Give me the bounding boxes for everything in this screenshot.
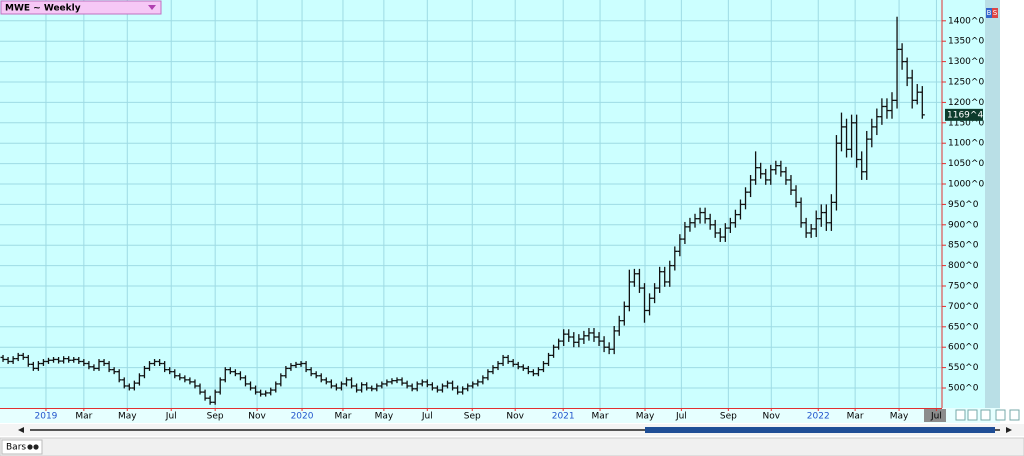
nav-button[interactable]: [980, 409, 991, 421]
x-tick-label: Jul: [421, 412, 433, 422]
status-bar: [0, 437, 1024, 456]
side-strip: [985, 0, 1000, 408]
y-tick-label: 1150^0: [948, 118, 984, 128]
y-tick-label: 750^0: [948, 282, 979, 292]
y-tick-label: 700^0: [948, 302, 979, 312]
y-tick-label: 1300^0: [948, 57, 984, 67]
x-tick-label: 2020: [291, 412, 314, 422]
buy-label[interactable]: B: [987, 9, 992, 17]
x-tick-label: Mar: [592, 412, 609, 422]
y-tick-label: 850^0: [948, 241, 979, 251]
x-tick-label: May: [118, 412, 137, 422]
y-tick-label: 1350^0: [948, 37, 984, 47]
x-tick-label: 2019: [35, 412, 58, 422]
mode-dot: [27, 444, 33, 450]
symbol-selector[interactable]: [0, 0, 162, 15]
mode-box[interactable]: [1, 439, 43, 455]
symbol-title[interactable]: MWE ~ Weekly: [5, 4, 81, 14]
y-tick-label: 1000^0: [948, 180, 984, 190]
nav-buttons: [955, 409, 1020, 421]
dropdown-arrow[interactable]: [148, 5, 156, 10]
x-tick-label: Jul: [930, 412, 942, 422]
x-tick-label: May: [890, 412, 909, 422]
nav-button[interactable]: [1009, 409, 1020, 421]
x-tick-label: Nov: [506, 412, 524, 422]
y-tick-label: 550^0: [948, 363, 979, 373]
x-tick-label: Jul: [675, 412, 687, 422]
y-tick-label: 500^0: [948, 384, 979, 394]
nav-button[interactable]: [967, 409, 978, 421]
x-tick-label: Sep: [720, 412, 737, 422]
current-period-box: [924, 409, 946, 422]
x-tick-label: Sep: [207, 412, 224, 422]
y-tick-label: 1250^0: [948, 78, 984, 88]
mode-label[interactable]: Bars: [6, 443, 26, 453]
x-tick-label: Nov: [762, 412, 780, 422]
scroll-right[interactable]: [1006, 427, 1012, 433]
nav-button[interactable]: [955, 409, 966, 421]
y-tick-label: 1050^0: [948, 159, 984, 169]
last-price-box: [945, 108, 983, 121]
y-tick-label: 1200^0: [948, 98, 984, 108]
nav-button[interactable]: [995, 409, 1006, 421]
sell-button[interactable]: [992, 8, 998, 18]
y-tick-label: 1400^0: [948, 16, 984, 26]
scroll-thumb[interactable]: [645, 427, 995, 433]
x-tick-label: Mar: [334, 412, 351, 422]
y-tick-label: 1100^0: [948, 139, 984, 149]
x-tick-label: Mar: [847, 412, 864, 422]
x-tick-label: Jul: [165, 412, 177, 422]
buy-button[interactable]: [986, 8, 992, 18]
mode-dot: [33, 444, 39, 450]
x-tick-label: May: [636, 412, 655, 422]
y-tick-label: 900^0: [948, 220, 979, 230]
y-tick-label: 800^0: [948, 261, 979, 271]
sell-label[interactable]: S: [993, 9, 998, 17]
y-tick-label: 600^0: [948, 343, 979, 353]
x-tick-label: 2022: [807, 412, 830, 422]
last-price-label: 1169^4: [947, 110, 983, 120]
y-tick-label: 950^0: [948, 200, 979, 210]
x-tick-label: Mar: [75, 412, 92, 422]
x-tick-label: Nov: [248, 412, 266, 422]
x-tick-label: May: [375, 412, 394, 422]
scroll-left[interactable]: [18, 427, 24, 433]
y-tick-label: 650^0: [948, 322, 979, 332]
x-axis-band: [0, 408, 1000, 423]
x-tick-label: Sep: [464, 412, 481, 422]
x-tick-label: 2021: [552, 412, 575, 422]
